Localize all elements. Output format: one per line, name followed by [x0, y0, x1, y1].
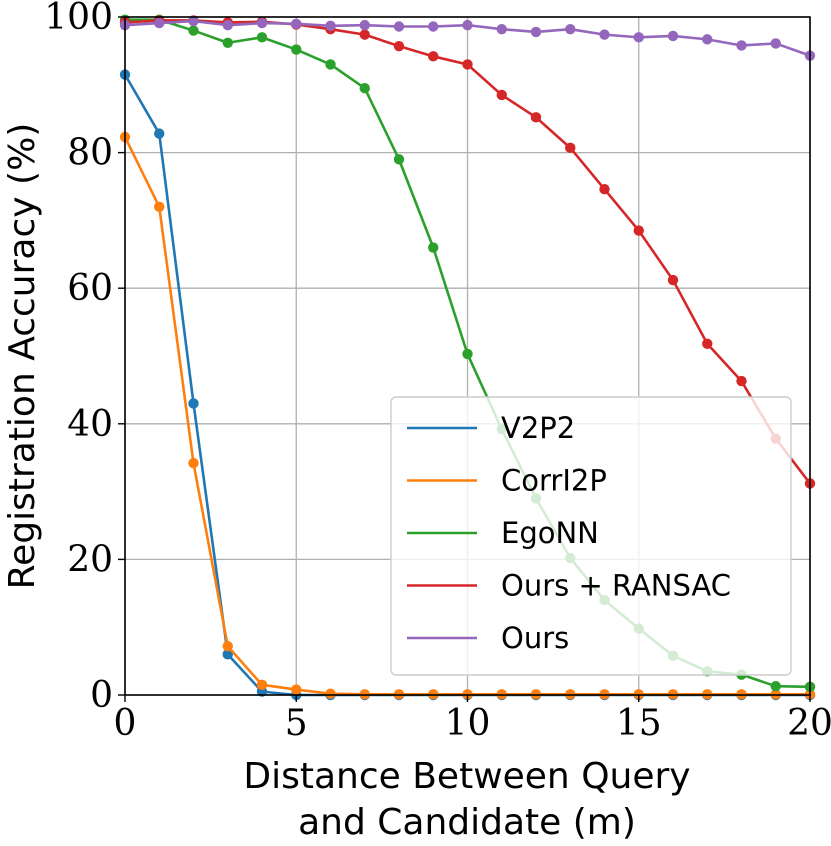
x-axis-label-line-2: and Candidate (m) — [298, 802, 636, 843]
data-point-corri2p — [325, 688, 336, 699]
data-point-corri2p — [291, 684, 302, 695]
y-axis-label: Registration Accuracy (%) — [2, 123, 43, 590]
legend-label: EgoNN — [501, 516, 599, 550]
y-tick-label: 40 — [67, 404, 113, 445]
y-tick-label: 0 — [90, 675, 113, 716]
x-tick-label: 5 — [285, 703, 308, 744]
data-point-ours-ransac — [702, 338, 713, 349]
data-point-ours-ransac — [667, 274, 679, 286]
data-point-v2p2 — [222, 649, 233, 660]
y-tick-label: 20 — [67, 539, 113, 580]
data-point-ours — [154, 17, 165, 29]
data-point-egonn — [393, 154, 405, 165]
data-point-ours-ransac — [428, 51, 439, 62]
data-point-ours — [496, 24, 507, 35]
series-ours — [119, 15, 816, 61]
data-point-ours — [393, 21, 405, 32]
data-point-corri2p — [256, 679, 268, 691]
data-point-egonn — [188, 25, 199, 36]
data-point-ours-ransac — [496, 89, 507, 101]
data-point-egonn — [222, 37, 233, 48]
data-point-ours — [222, 19, 233, 31]
data-point-ours — [188, 15, 199, 27]
data-point-ours-ransac — [530, 112, 542, 123]
x-tick-label: 20 — [787, 703, 831, 744]
data-point-egonn — [428, 242, 439, 253]
legend-label: Ours — [501, 621, 569, 655]
legend-box — [390, 396, 792, 676]
legend-label: V2P2 — [501, 411, 575, 445]
data-point-ours — [565, 24, 576, 35]
data-point-ours — [359, 19, 370, 31]
data-point-ours-ransac — [565, 142, 576, 154]
data-point-ours — [633, 32, 644, 43]
data-point-ours-ransac — [633, 225, 644, 236]
data-point-ours — [291, 18, 302, 29]
data-point-ours — [530, 26, 542, 38]
x-tick-label: 15 — [616, 703, 662, 744]
y-tick-label: 60 — [67, 268, 113, 309]
data-point-ours — [702, 34, 713, 45]
data-point-ours — [256, 17, 268, 29]
data-point-v2p2 — [188, 398, 199, 409]
x-axis-label-line-1: Distance Between Query — [243, 756, 690, 797]
legend: V2P2 CorrI2P EgoNN Ours + RANSAC Ours — [390, 396, 792, 676]
data-point-corri2p — [188, 457, 199, 469]
legend-label: CorrI2P — [501, 464, 607, 498]
data-point-egonn — [256, 32, 268, 43]
x-tick-label: 10 — [445, 703, 491, 744]
data-point-ours-ransac — [462, 59, 473, 70]
series-layer — [119, 14, 816, 701]
data-point-ours — [770, 38, 781, 49]
data-point-egonn — [359, 82, 370, 94]
data-point-ours-ransac — [359, 29, 370, 40]
data-point-ours — [736, 40, 747, 51]
data-point-ours-ransac — [599, 184, 610, 195]
data-point-egonn — [325, 59, 336, 70]
data-point-egonn — [291, 44, 302, 55]
data-point-ours — [462, 19, 473, 31]
data-point-corri2p — [222, 640, 233, 652]
data-point-ours-ransac — [736, 375, 747, 387]
data-point-ours-ransac — [393, 40, 405, 52]
data-point-corri2p — [154, 201, 165, 213]
data-point-ours — [599, 29, 610, 40]
y-tick-label: 100 — [44, 0, 113, 38]
x-tick-label: 0 — [114, 703, 137, 744]
y-tick-label: 80 — [67, 133, 113, 174]
data-point-ours — [325, 20, 336, 32]
legend-label: Ours + RANSAC — [501, 569, 731, 603]
data-point-v2p2 — [154, 128, 165, 139]
data-point-ours — [667, 30, 679, 42]
data-point-ours — [428, 21, 439, 32]
data-point-egonn — [462, 348, 473, 360]
data-point-egonn — [770, 680, 781, 692]
ticks: 0 5 10 15 20 0 20 40 60 80 100 — [44, 0, 831, 744]
